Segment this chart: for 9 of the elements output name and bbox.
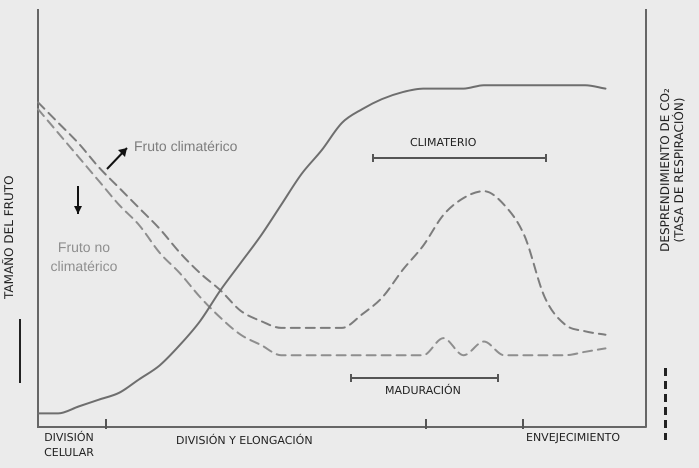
text: DIVISIÓN CELULAR	[43, 430, 95, 460]
y-axis-title: TAMAÑO DEL FRUTO	[2, 175, 16, 299]
annotation: CLIMATERIO	[410, 136, 476, 149]
text: Fruto climatérico	[134, 138, 238, 154]
text: ENVEJECIMIENTO	[526, 431, 620, 444]
text: DIVISIÓN Y ELONGACIÓN	[176, 434, 313, 447]
annotation: MADURACIÓN	[385, 384, 461, 397]
y2-axis-title: DESPRENDIMIENTO DE CO₂ (TASA DE RESPIRACIÓN)	[658, 87, 686, 254]
series-label: Fruto no climatérico	[50, 238, 118, 276]
